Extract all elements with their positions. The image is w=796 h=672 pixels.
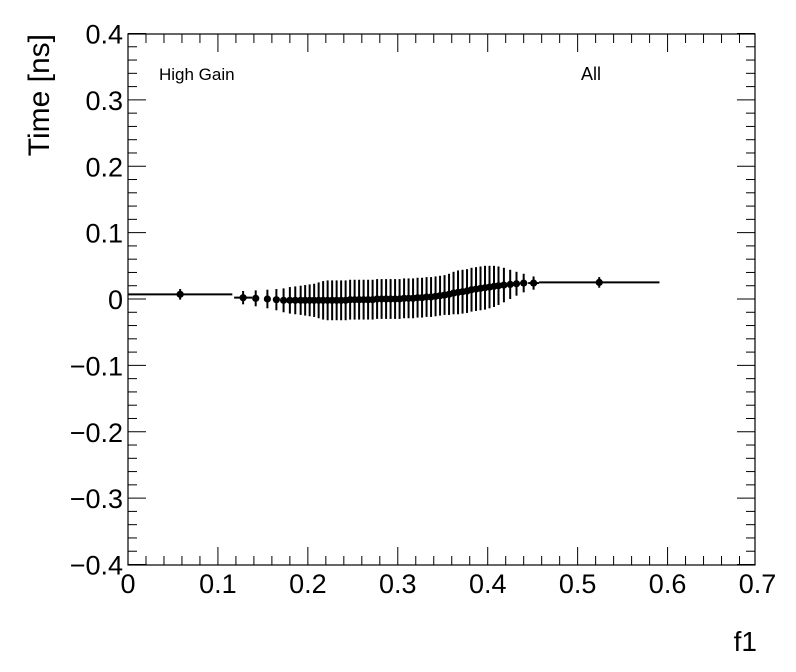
annotation-high-gain: High Gain: [159, 65, 235, 84]
y-tick-label: −0.4: [70, 551, 123, 581]
y-tick-label: 0.2: [85, 152, 123, 182]
data-marker: [252, 294, 260, 302]
y-tick-label: 0.1: [85, 219, 123, 249]
y-tick-label: 0.3: [85, 86, 123, 116]
data-marker: [263, 295, 271, 303]
annotation-all: All: [581, 64, 601, 84]
y-tick-label: 0.4: [85, 20, 123, 50]
data-point: [500, 267, 508, 303]
data-point: [234, 291, 253, 305]
data-points: [128, 265, 660, 321]
data-point: [538, 277, 660, 288]
data-marker: [279, 296, 288, 304]
x-tick-label: 0.3: [379, 569, 417, 599]
data-point: [528, 276, 539, 290]
data-point: [512, 271, 521, 296]
x-tick-labels: 0 0.1 0.2 0.3 0.4 0.5 0.6 0.7: [120, 569, 776, 599]
data-point: [128, 289, 233, 300]
axis-ticks: [127, 33, 755, 565]
data-point: [252, 290, 260, 307]
y-tick-label: −0.3: [70, 484, 123, 514]
x-tick-label: 0.5: [559, 569, 597, 599]
x-tick-label: 0: [120, 569, 135, 599]
data-marker: [506, 280, 514, 288]
data-point: [494, 266, 503, 305]
data-marker: [176, 290, 184, 298]
y-tick-label: −0.1: [70, 351, 123, 381]
data-marker: [595, 278, 603, 287]
x-tick-label: 0.7: [739, 569, 777, 599]
y-tick-label: 0: [108, 285, 123, 315]
data-marker: [286, 296, 294, 304]
y-tick-labels: −0.4 −0.3 −0.2 −0.1 0 0.1 0.2 0.3 0.4: [70, 20, 123, 581]
x-tick-label: 0.1: [199, 569, 237, 599]
data-point: [291, 286, 299, 315]
data-marker: [529, 279, 538, 287]
data-point: [520, 273, 528, 293]
y-tick-label: −0.2: [70, 418, 123, 448]
data-point: [272, 289, 280, 311]
x-axis-label: f1: [734, 626, 757, 657]
y-axis-label: Time [ns]: [23, 34, 56, 156]
x-tick-label: 0.2: [289, 569, 327, 599]
data-point: [279, 288, 288, 313]
data-marker: [500, 281, 508, 289]
plot-frame: [127, 33, 756, 566]
data-marker: [239, 294, 247, 302]
data-marker: [520, 279, 528, 287]
data-marker: [494, 282, 503, 290]
data-marker: [291, 296, 299, 304]
data-marker: [272, 296, 280, 304]
data-point: [286, 287, 294, 314]
data-point: [506, 269, 514, 299]
data-marker: [512, 280, 521, 288]
x-tick-label: 0.6: [649, 569, 687, 599]
x-tick-label: 0.4: [469, 569, 507, 599]
data-point: [263, 289, 271, 309]
